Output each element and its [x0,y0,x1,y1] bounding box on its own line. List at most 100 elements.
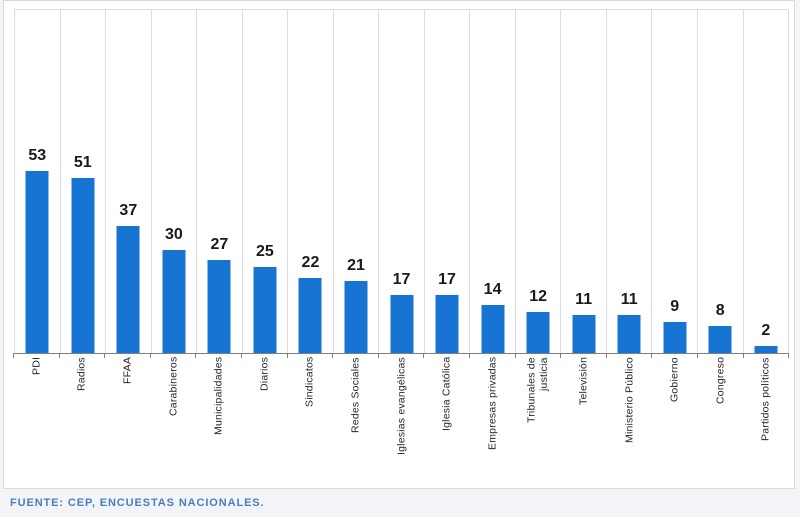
category-label-cell: Televisión [560,353,607,473]
bar [25,171,49,353]
axis-tick [149,353,151,358]
axis-tick [13,353,14,358]
category-label-cell: Partidos políticos [742,353,790,473]
bar-value-label: 21 [347,257,365,274]
bar-slot: 30 [152,10,198,353]
bar-slot: 21 [334,10,380,353]
bar [754,346,778,353]
axis-tick [514,353,516,358]
category-label-cell: Iglesias evangélicas [377,353,425,473]
axis-tick [104,353,106,358]
axis-tick [240,353,242,358]
bar-slot: 17 [379,10,425,353]
bar [207,260,231,353]
bar-slot: 22 [288,10,334,353]
bar [390,295,414,353]
category-label: Tribunales de justicia [525,357,551,423]
bar-value-label: 8 [715,302,725,319]
axis-tick [560,353,562,358]
bar [435,295,459,353]
bar-value-label: 37 [119,202,138,219]
category-label: Iglesias evangélicas [395,357,408,455]
category-label-cell: Gobierno [651,353,698,473]
bar-slot: 12 [516,10,562,353]
bar [708,326,732,353]
axis-tick [788,353,790,358]
bar-value-label: 9 [670,298,680,315]
plot-area: 53 51 37 30 27 25 22 21 17 17 14 12 11 11 9 8 2 [14,9,790,354]
category-label: Diarios [258,357,271,392]
bar-value-label: 27 [210,236,229,253]
bar-value-label: 14 [483,281,502,298]
bar-value-label: 2 [761,322,771,339]
axis-tick [605,353,607,358]
category-label: Ministerio Público [623,357,636,443]
bar-value-label: 11 [575,291,593,308]
category-label-cell: Empresas privadas [468,353,516,473]
bar-slot: 37 [106,10,152,353]
category-label: Redes Sociales [349,357,362,433]
category-label: Partidos políticos [760,357,772,441]
axis-tick [377,353,379,358]
category-label: FFAA [121,357,134,385]
category-label-cell: Diarios [240,353,288,473]
source-footer: FUENTE: CEP, ENCUESTAS NACIONALES. [0,490,800,517]
category-label: Sindicatos [304,357,317,408]
category-label-cell: Redes Sociales [332,353,379,473]
bar-slot: 11 [561,10,607,353]
axis-tick [651,353,653,358]
category-label: Televisión [577,357,590,406]
bar [481,305,505,353]
bar-slot: 25 [243,10,289,353]
bar-value-label: 22 [301,254,320,271]
bar-slot: 17 [425,10,471,353]
axis-tick [286,353,288,358]
bar-slot: 27 [197,10,243,353]
bar [617,315,641,353]
bar-value-label: 17 [438,271,456,288]
category-label: Radios [76,357,89,391]
bar-slot: 9 [652,10,698,353]
bar-slot: 53 [15,10,61,353]
source-text: FUENTE: CEP, ENCUESTAS NACIONALES. [10,497,265,509]
bar [162,250,186,353]
bar [298,278,322,353]
axis-tick [742,353,744,358]
axis-tick [58,353,60,358]
category-label-cell: Congreso [696,353,744,473]
bar [526,312,550,353]
bar-value-label: 51 [73,154,92,171]
bar-value-label: 11 [620,291,638,308]
chart-card: 53 51 37 30 27 25 22 21 17 17 14 12 11 11 9 8 2 PDI Radio… [3,0,795,489]
axis-tick [468,353,470,358]
bar [116,226,140,353]
bar [253,267,277,353]
category-label: Municipalidades [212,357,225,436]
category-label-cell: Radios [58,353,106,473]
axis-tick [696,353,698,358]
bar-slot: 11 [607,10,653,353]
category-label-cell: PDI [13,353,60,473]
bar-slot: 14 [470,10,516,353]
category-label-cell: Ministerio Público [605,353,653,473]
category-label: Gobierno [668,357,681,402]
category-label: Congreso [714,357,727,405]
category-label-cell: Tribunales de justicia [514,353,562,473]
category-label-cell: Carabineros [149,353,197,473]
category-label-cell: Sindicatos [286,353,334,473]
category-label-cell: FFAA [104,353,151,473]
category-label: Iglesia Católica [440,357,453,432]
bar-value-label: 30 [164,226,183,243]
axis-tick [423,353,425,358]
category-label: Empresas privadas [486,357,499,451]
bar-value-label: 17 [392,271,411,288]
axis-tick [332,353,334,358]
bar-slot: 51 [61,10,107,353]
category-label: Carabineros [167,357,180,417]
bar [344,281,368,353]
bar-slot: 2 [744,10,790,353]
axis-tick [195,353,197,358]
x-axis-labels: PDI Radios FFAA Carabineros Municipalidades D… [13,353,790,473]
bar-slot: 8 [698,10,744,353]
